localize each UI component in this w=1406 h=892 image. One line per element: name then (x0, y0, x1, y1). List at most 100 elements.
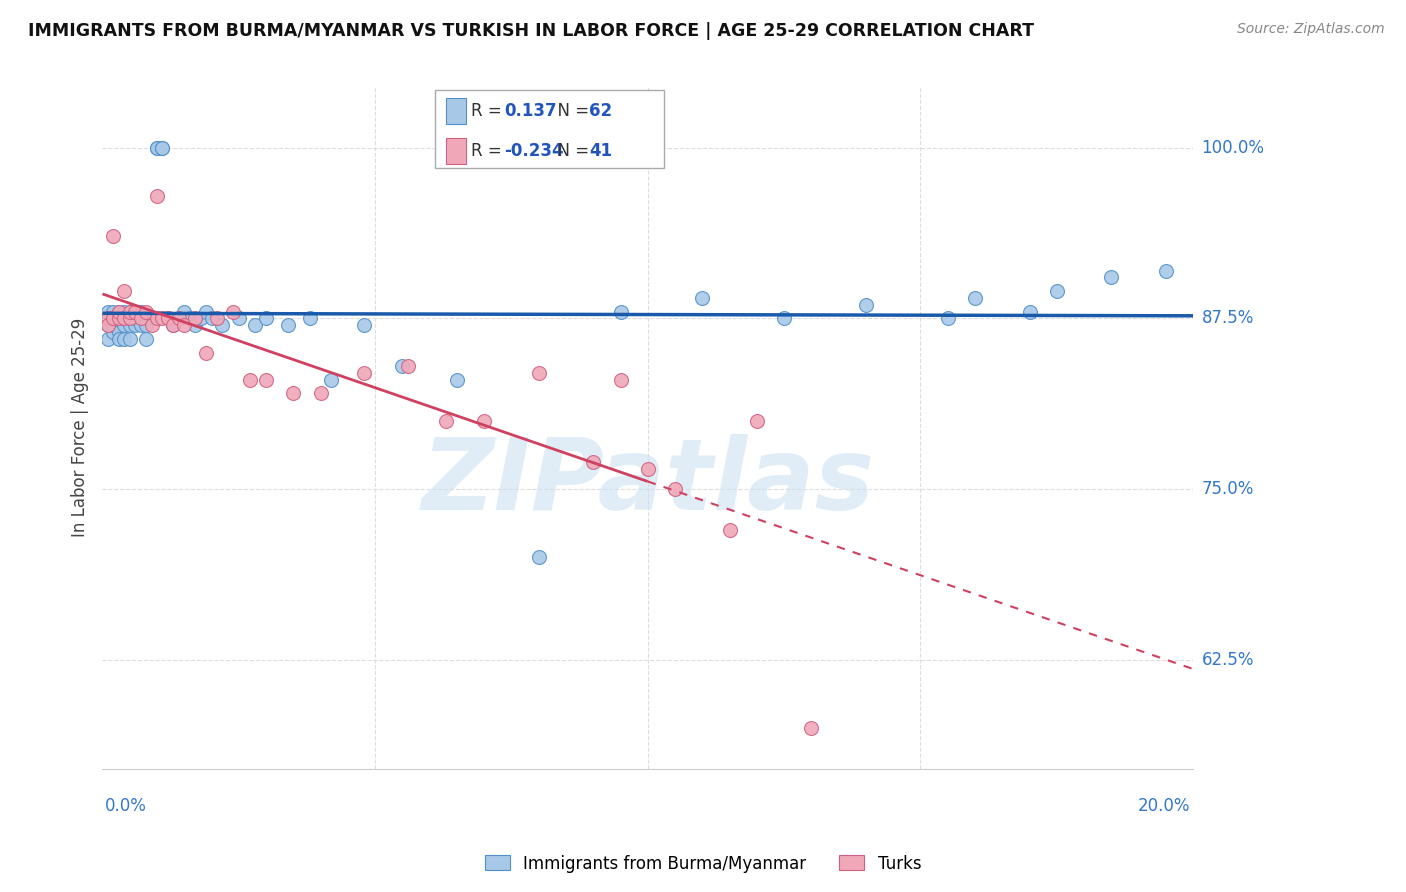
Text: 62.5%: 62.5% (1202, 650, 1254, 669)
Point (135, 304, 157, 318)
Point (112, 332, 135, 346)
Point (582, 455, 605, 469)
Point (112, 311, 135, 326)
Point (118, 318, 141, 333)
Point (195, 304, 218, 318)
Point (298, 311, 321, 326)
Text: 0.0%: 0.0% (105, 797, 148, 814)
FancyBboxPatch shape (446, 137, 465, 163)
Point (1154, 263, 1177, 277)
Text: 100.0%: 100.0% (1202, 139, 1264, 157)
Point (152, 311, 174, 326)
Point (141, 318, 163, 333)
Point (718, 523, 741, 537)
Point (637, 461, 659, 475)
Point (527, 366, 550, 380)
Point (446, 373, 468, 387)
Text: R =: R = (471, 142, 508, 160)
Point (396, 359, 419, 373)
Text: Source: ZipAtlas.com: Source: ZipAtlas.com (1237, 22, 1385, 37)
Point (124, 311, 146, 326)
Text: 41: 41 (589, 142, 612, 160)
Point (118, 311, 141, 326)
Point (195, 345, 218, 359)
Point (855, 298, 877, 312)
Point (156, 311, 179, 326)
Point (167, 311, 190, 326)
Point (200, 311, 222, 326)
Point (179, 311, 201, 326)
Point (173, 304, 195, 318)
Y-axis label: In Labor Force | Age 25-29: In Labor Force | Age 25-29 (72, 318, 89, 537)
Text: 87.5%: 87.5% (1202, 310, 1254, 327)
Point (745, 414, 768, 428)
Point (434, 414, 457, 428)
Point (190, 311, 212, 326)
Point (124, 304, 146, 318)
Point (353, 318, 375, 333)
Point (103, 229, 125, 244)
Point (135, 318, 157, 333)
Point (129, 311, 152, 326)
Point (129, 304, 152, 318)
Text: 62: 62 (589, 103, 612, 120)
Point (107, 311, 129, 326)
Point (152, 141, 174, 155)
Point (112, 318, 135, 333)
Point (107, 304, 129, 318)
Point (1046, 284, 1069, 298)
Text: 20.0%: 20.0% (1137, 797, 1191, 814)
Point (184, 318, 207, 333)
Point (162, 318, 184, 333)
Point (222, 304, 245, 318)
Point (124, 318, 146, 333)
Point (254, 373, 277, 387)
Point (103, 311, 125, 326)
Point (162, 318, 184, 333)
Point (146, 141, 169, 155)
Point (692, 291, 714, 305)
Point (118, 304, 141, 318)
Point (391, 359, 413, 373)
Point (103, 325, 125, 339)
Point (118, 332, 141, 346)
Point (283, 386, 305, 401)
Point (107, 311, 129, 326)
Point (152, 141, 174, 155)
Point (141, 311, 163, 326)
Point (254, 311, 277, 326)
Point (112, 304, 135, 318)
Text: N =: N = (547, 142, 595, 160)
Text: R =: R = (471, 103, 508, 120)
Point (107, 304, 129, 318)
Point (107, 318, 129, 333)
Point (135, 311, 157, 326)
FancyBboxPatch shape (434, 90, 664, 169)
Text: IMMIGRANTS FROM BURMA/MYANMAR VS TURKISH IN LABOR FORCE | AGE 25-29 CORRELATION : IMMIGRANTS FROM BURMA/MYANMAR VS TURKISH… (28, 22, 1035, 40)
Point (184, 311, 207, 326)
Point (156, 311, 179, 326)
Point (773, 311, 796, 326)
Point (211, 318, 233, 333)
Point (277, 318, 299, 333)
Point (97, 318, 120, 333)
Point (146, 141, 169, 155)
Point (321, 373, 343, 387)
Text: 0.137: 0.137 (503, 103, 557, 120)
Point (135, 332, 157, 346)
Point (664, 482, 686, 496)
Point (112, 284, 135, 298)
FancyBboxPatch shape (446, 98, 465, 124)
Legend: Immigrants from Burma/Myanmar, Turks: Immigrants from Burma/Myanmar, Turks (478, 848, 928, 880)
Point (129, 318, 152, 333)
Point (173, 318, 195, 333)
Point (1018, 304, 1040, 318)
Point (97, 318, 120, 333)
Point (103, 318, 125, 333)
Point (103, 311, 125, 326)
Point (936, 311, 959, 326)
Text: N =: N = (547, 103, 595, 120)
Point (107, 332, 129, 346)
Point (609, 373, 631, 387)
Point (118, 304, 141, 318)
